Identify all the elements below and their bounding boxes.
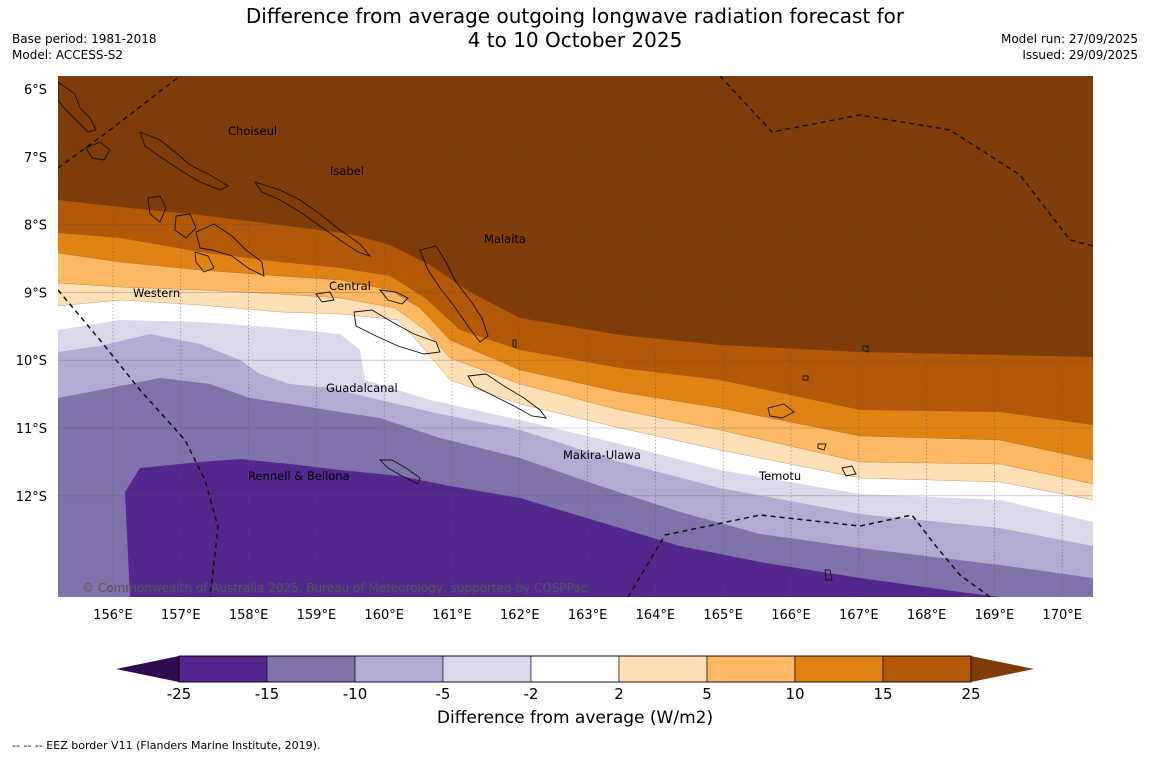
lon-tick-label: 170°E bbox=[1042, 608, 1082, 623]
colorbar-frame bbox=[178, 655, 972, 683]
colorbar-tick-label: 15 bbox=[873, 685, 892, 703]
lon-tick-label: 168°E bbox=[907, 608, 947, 623]
colorbar-tick-label: 2 bbox=[614, 685, 624, 703]
band-minus25-minus15 bbox=[125, 459, 1000, 597]
place-label: Central bbox=[329, 279, 371, 293]
eez-border bbox=[58, 76, 1093, 597]
lon-tick-label: 167°E bbox=[839, 608, 879, 623]
colorbar-cell bbox=[354, 655, 444, 683]
colorbar-tick-label: 25 bbox=[961, 685, 980, 703]
lon-tick-label: 165°E bbox=[703, 608, 743, 623]
lat-tick-label: 10°S bbox=[16, 354, 47, 369]
lon-tick-label: 158°E bbox=[229, 608, 269, 623]
lon-tick-label: 169°E bbox=[975, 608, 1015, 623]
choiseul-coast bbox=[139, 131, 229, 191]
title-line-2: 4 to 10 October 2025 bbox=[467, 28, 683, 52]
copyright-text: © Commonwealth of Australia 2025, Bureau… bbox=[82, 581, 587, 595]
colorbar-cell bbox=[794, 655, 884, 683]
model-run: Model run: 27/09/2025 bbox=[1000, 32, 1138, 46]
colorbar-cell bbox=[178, 655, 268, 683]
contour-lines bbox=[58, 252, 1093, 501]
place-label: Choiseul bbox=[228, 124, 277, 138]
makira-coast bbox=[467, 373, 548, 419]
lon-axis: 156°E 157°E 158°E 159°E 160°E 161°E 162°E 163°E… bbox=[93, 608, 1082, 623]
colorbar-cell bbox=[882, 655, 972, 683]
map-area: Choiseul Isabel Malaita Western Central … bbox=[58, 76, 1093, 597]
lat-axis: 6°S 7°S 8°S 9°S 10°S 11°S 12°S bbox=[16, 83, 47, 505]
colorbar-tick-label: -25 bbox=[167, 685, 192, 703]
lon-tick-label: 163°E bbox=[568, 608, 608, 623]
lon-tick-label: 157°E bbox=[161, 608, 201, 623]
eez-footnote: -- -- -- EEZ border V11 (Flanders Marine… bbox=[12, 739, 321, 752]
chart-title: Difference from average outgoing longwav… bbox=[200, 4, 950, 52]
place-label: Western bbox=[133, 286, 180, 300]
malaita-coast bbox=[419, 245, 489, 343]
shortland-coast bbox=[85, 141, 111, 161]
place-label: Malaita bbox=[484, 232, 526, 246]
bougainville-coast bbox=[58, 81, 97, 133]
place-labels: Choiseul Isabel Malaita Western Central … bbox=[133, 124, 801, 483]
place-label: Isabel bbox=[330, 164, 364, 178]
small-islets bbox=[512, 339, 869, 581]
rennell-coast bbox=[378, 459, 421, 485]
lat-tick-label: 9°S bbox=[24, 286, 47, 301]
colorbar-cell bbox=[530, 655, 620, 683]
colorbar-tick-label: 5 bbox=[702, 685, 712, 703]
lon-tick-label: 160°E bbox=[364, 608, 404, 623]
place-label: Makira-Ulawa bbox=[563, 448, 641, 462]
coastlines bbox=[58, 81, 869, 581]
model-name: Model: ACCESS-S2 bbox=[12, 48, 124, 62]
colorbar-cell bbox=[266, 655, 356, 683]
colorbar-cell bbox=[706, 655, 796, 683]
title-line-1: Difference from average outgoing longwav… bbox=[245, 4, 905, 28]
meta-right: Model run: 27/09/2025 Issued: 29/09/2025 bbox=[1001, 31, 1138, 63]
rendova-coast bbox=[194, 251, 215, 273]
issued-date: Issued: 29/09/2025 bbox=[1022, 48, 1138, 62]
colorbar-tick-label: -5 bbox=[436, 685, 451, 703]
lon-tick-label: 156°E bbox=[93, 608, 133, 623]
lat-tick-label: 12°S bbox=[16, 490, 47, 505]
new-georgia-coast bbox=[174, 213, 265, 277]
lat-tick-label: 11°S bbox=[16, 422, 47, 437]
lon-tick-label: 161°E bbox=[432, 608, 472, 623]
lat-tick-label: 6°S bbox=[24, 83, 47, 98]
vella-lavella-coast bbox=[147, 195, 167, 223]
base-period: Base period: 1981-2018 bbox=[12, 32, 157, 46]
isabel-coast bbox=[253, 181, 372, 257]
santa-cruz-coast bbox=[767, 403, 857, 477]
colorbar-tick-label: -10 bbox=[343, 685, 368, 703]
colorbar-cell bbox=[618, 655, 708, 683]
colorbar-above-max bbox=[971, 656, 1034, 682]
colorbar-tick-label: 10 bbox=[785, 685, 804, 703]
meta-left: Base period: 1981-2018 Model: ACCESS-S2 bbox=[12, 31, 157, 63]
lon-tick-label: 162°E bbox=[500, 608, 540, 623]
lon-tick-label: 164°E bbox=[636, 608, 676, 623]
florida-islands-coast bbox=[315, 289, 409, 305]
guadalcanal-coast bbox=[353, 309, 441, 355]
colorbar-cell bbox=[442, 655, 532, 683]
colorbar: -25 -15 -10 -5 -2 2 5 10 15 25 bbox=[116, 655, 1034, 703]
colorbar-tick-label: -2 bbox=[524, 685, 539, 703]
lat-tick-label: 7°S bbox=[24, 151, 47, 166]
lat-tick-label: 8°S bbox=[24, 219, 47, 234]
place-label: Rennell & Bellona bbox=[248, 469, 350, 483]
place-label: Temotu bbox=[758, 469, 801, 483]
graticule bbox=[58, 76, 1093, 597]
colorbar-ticks: -25 -15 -10 -5 -2 2 5 10 15 25 bbox=[167, 685, 981, 703]
colorbar-below-min bbox=[116, 656, 179, 682]
lon-tick-label: 159°E bbox=[297, 608, 337, 623]
colorbar-title: Difference from average (W/m2) bbox=[436, 708, 714, 728]
lon-tick-label: 166°E bbox=[771, 608, 811, 623]
colorbar-tick-label: -15 bbox=[255, 685, 280, 703]
place-label: Guadalcanal bbox=[326, 381, 398, 395]
